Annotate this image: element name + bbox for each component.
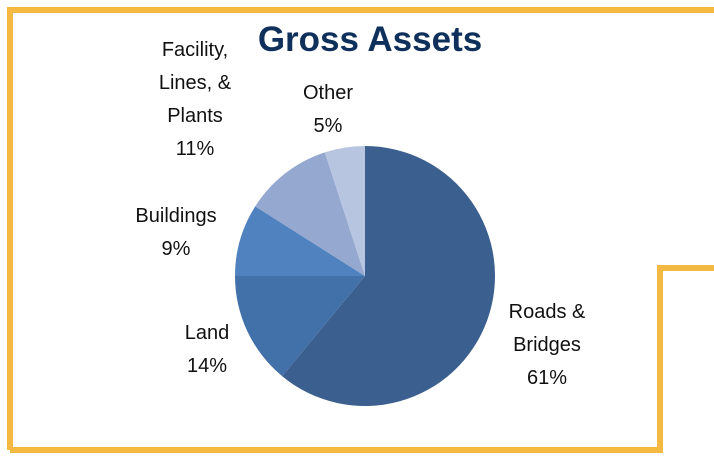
slice-label: Facility, Lines, & Plants 11% [148,34,243,166]
slice-label: Other 5% [283,77,373,143]
percent: 11% [175,138,215,160]
category: Other [302,82,354,104]
pie-slice [324,146,365,276]
pie-slice [235,276,365,377]
category: Buildings [135,205,217,227]
percent: 14% [186,355,228,377]
percent: 61% [526,367,568,389]
category: Facility, Lines, & Plants [158,39,232,127]
slice-label: Buildings 9% [116,200,236,266]
slice-label: Roads & Bridges 61% [492,296,602,395]
percent: 5% [313,115,343,137]
slice-label: Land 14% [157,317,257,383]
pie-slice [235,206,365,276]
frame [10,265,714,453]
percent: 9% [161,238,191,260]
frame [7,7,714,450]
chart-title: Gross Assets [257,20,483,59]
category: Land [184,322,230,344]
pie-slice [255,152,365,276]
category: Roads & Bridges [508,301,586,356]
pie-slice [282,146,495,407]
